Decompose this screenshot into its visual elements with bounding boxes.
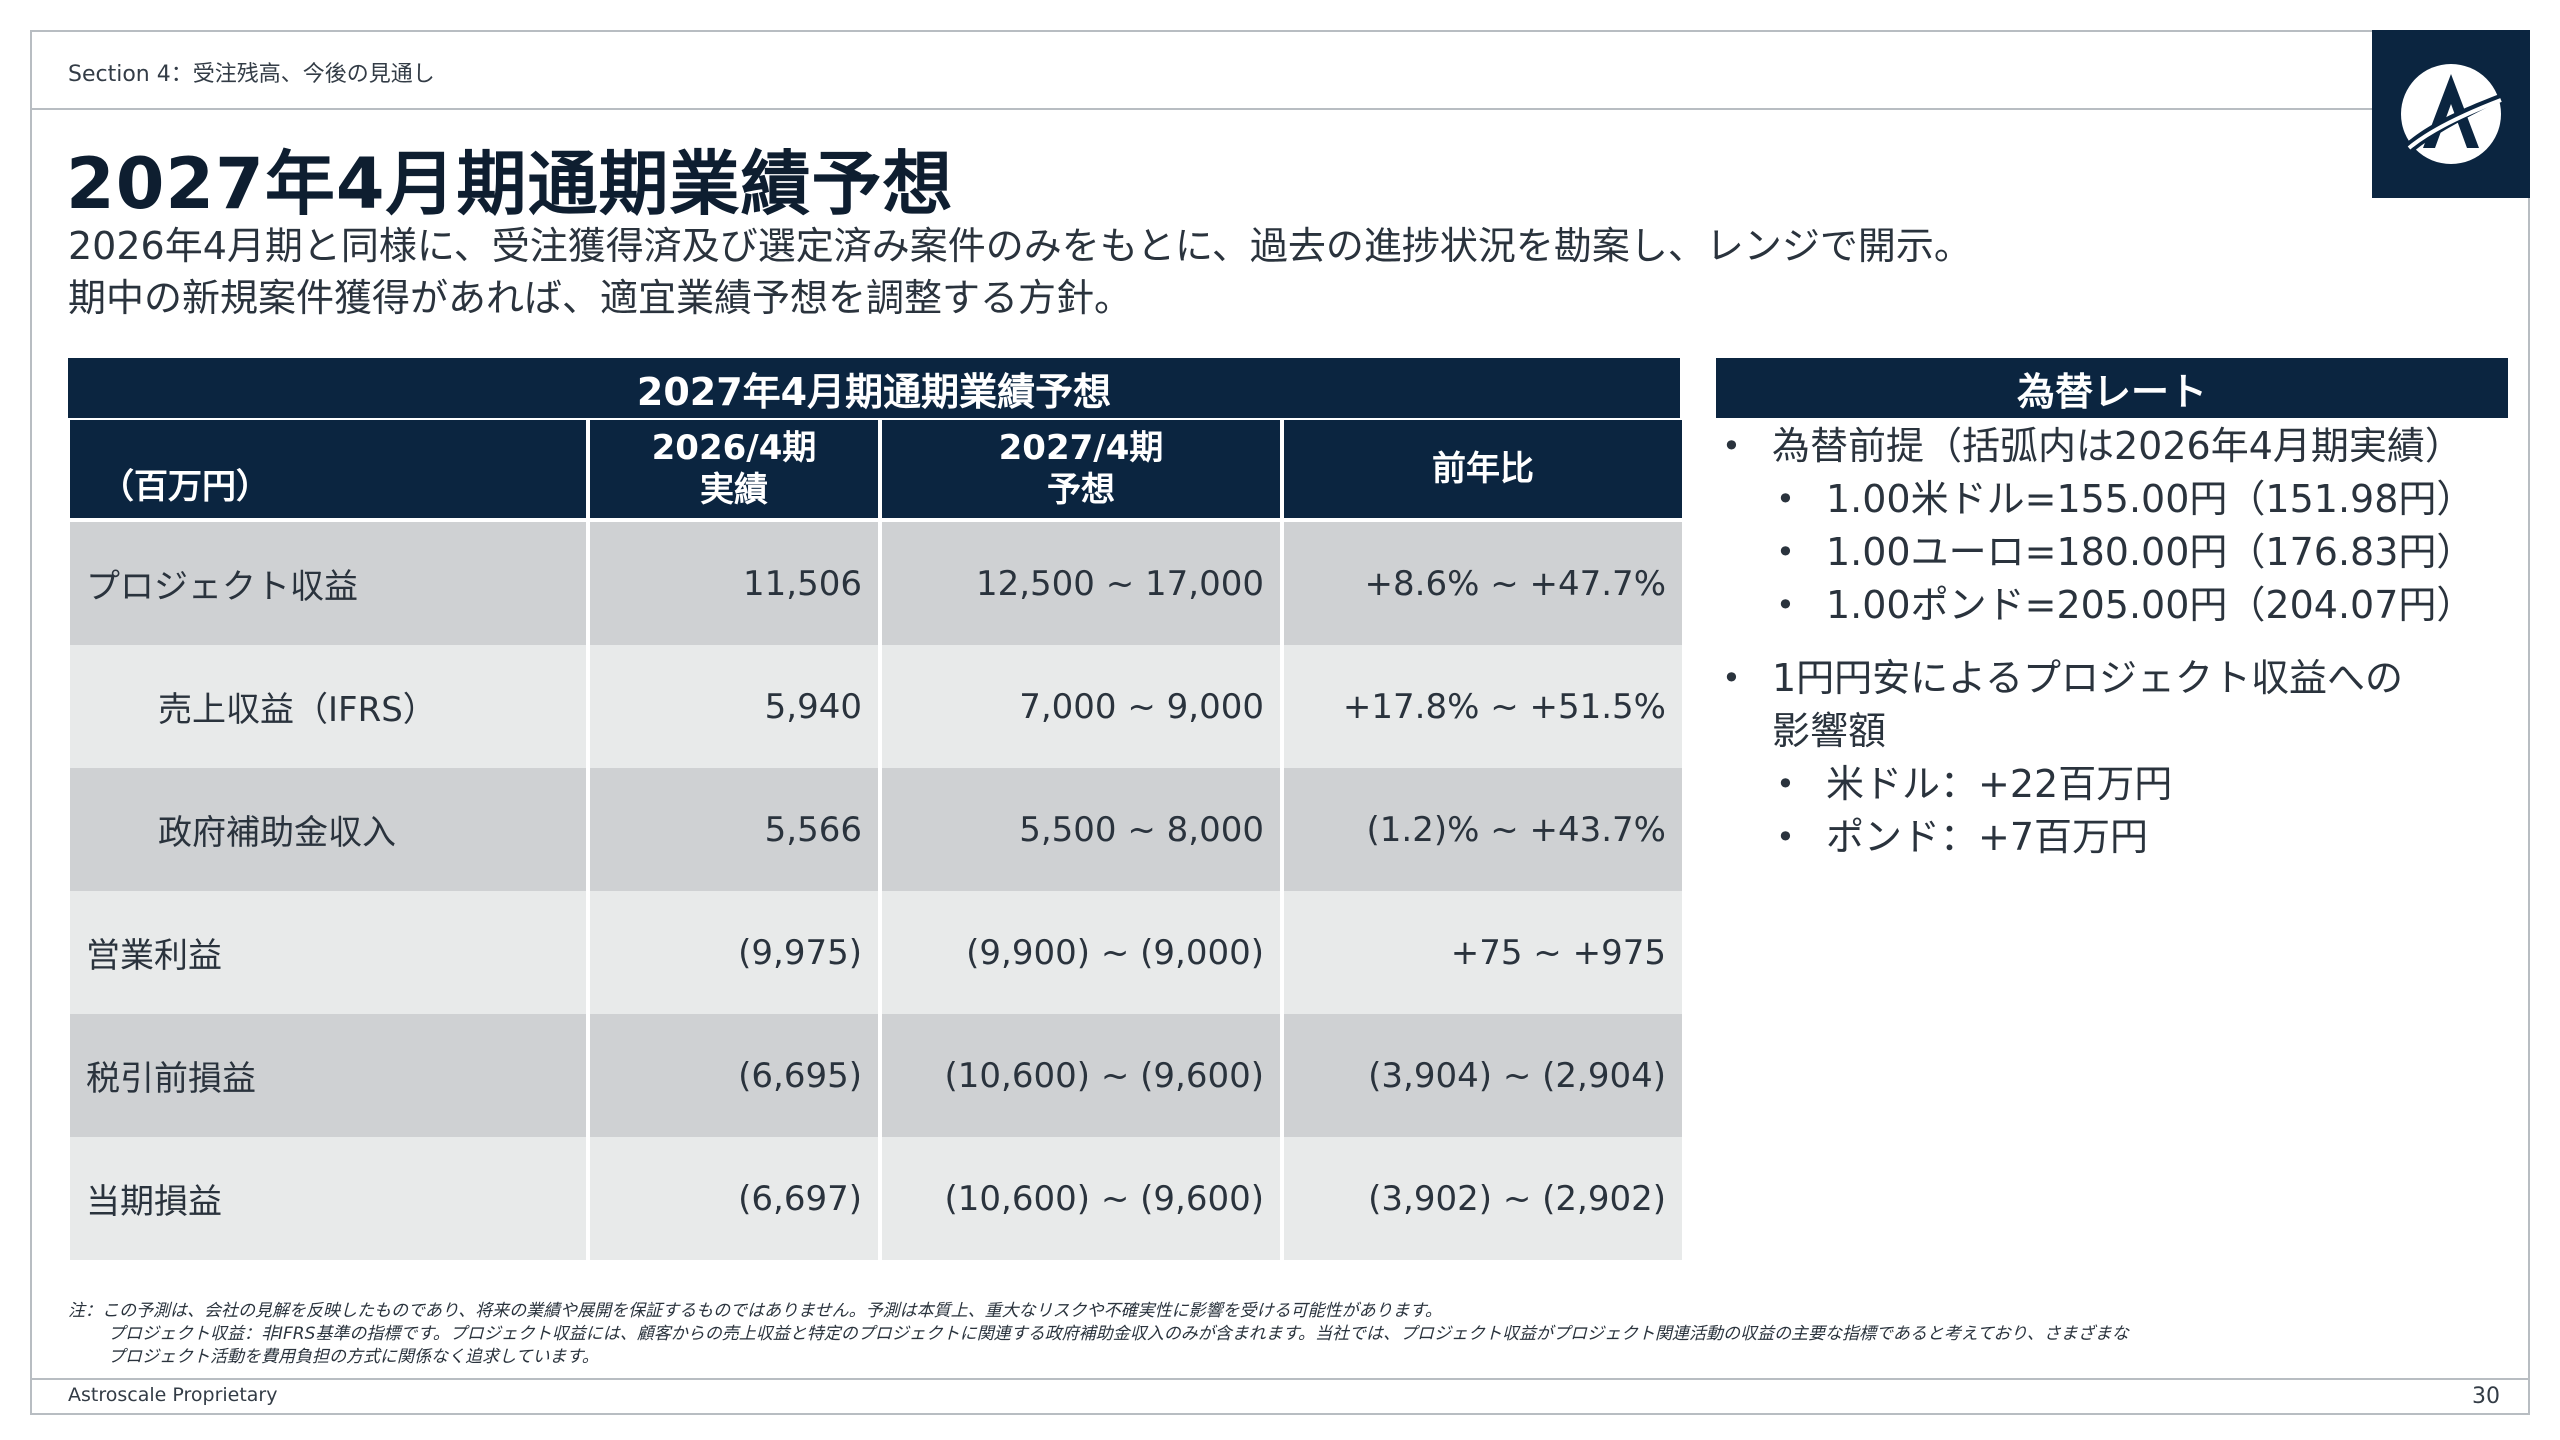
forecast-table-title: 2027年4月期通期業績予想 xyxy=(68,358,1680,418)
row-actual: 5,940 xyxy=(590,645,878,768)
row-actual: 11,506 xyxy=(590,522,878,645)
fx-spacer xyxy=(1716,632,2516,652)
footnote-line: プロジェクト活動を費用負担の方式に関係なく追求しています。 xyxy=(108,1347,599,1367)
unit-header: （百万円） xyxy=(70,420,586,522)
yoy-header: 前年比 xyxy=(1284,420,1682,522)
row-yoy: +75 ~ +975 xyxy=(1284,891,1682,1014)
company-logo xyxy=(2372,30,2530,198)
fx-impact-gbp: ポンド：+7百万円 xyxy=(1716,811,2516,864)
row-forecast: 7,000 ~ 9,000 xyxy=(882,645,1280,768)
fx-impact-usd: 米ドル：+22百万円 xyxy=(1716,758,2516,811)
row-label: 政府補助金収入 xyxy=(70,768,586,891)
page-subtitle: 2026年4月期と同様に、受注獲得済及び選定済み案件のみをもとに、過去の進捗状況… xyxy=(68,220,1972,324)
astroscale-logo-icon xyxy=(2401,64,2507,164)
actual-header-line-2: 実績 xyxy=(700,470,768,510)
row-yoy: (3,902) ~ (2,902) xyxy=(1284,1137,1682,1260)
row-forecast: 12,500 ~ 17,000 xyxy=(882,522,1280,645)
table-row: 売上収益（IFRS） 5,940 7,000 ~ 9,000 +17.8% ~ … xyxy=(70,645,1682,768)
fx-rate-usd: 1.00米ドル=155.00円（151.98円） xyxy=(1716,473,2516,526)
row-actual: 5,566 xyxy=(590,768,878,891)
footnotes: 注：この予測は、会社の見解を反映したものであり、将来の業績や展開を保証するもので… xyxy=(68,1300,2129,1369)
forecast-table: （百万円） 2026/4期 実績 2027/4期 予想 前年比 プロジェクト収益… xyxy=(66,420,1686,1260)
row-yoy: +17.8% ~ +51.5% xyxy=(1284,645,1682,768)
row-forecast: 5,500 ~ 8,000 xyxy=(882,768,1280,891)
actual-header-line-1: 2026/4期 xyxy=(651,428,817,468)
actual-header: 2026/4期 実績 xyxy=(590,420,878,522)
forecast-header-line-2: 予想 xyxy=(1047,470,1115,510)
footnote-line: 注：この予測は、会社の見解を反映したものであり、将来の業績や展開を保証するもので… xyxy=(68,1301,1442,1321)
forecast-header-line-1: 2027/4期 xyxy=(998,428,1164,468)
page-number: 30 xyxy=(2472,1384,2500,1409)
subtitle-line-1: 2026年4月期と同様に、受注獲得済及び選定済み案件のみをもとに、過去の進捗状況… xyxy=(68,224,1972,268)
row-label: 税引前損益 xyxy=(70,1014,586,1137)
footer-company: Astroscale Proprietary xyxy=(68,1384,278,1406)
row-actual: (6,697) xyxy=(590,1137,878,1260)
row-yoy: (3,904) ~ (2,904) xyxy=(1284,1014,1682,1137)
row-actual: (6,695) xyxy=(590,1014,878,1137)
forecast-header: 2027/4期 予想 xyxy=(882,420,1280,522)
fx-impact-title: 1円円安によるプロジェクト収益への 影響額 xyxy=(1716,652,2516,758)
row-forecast: (9,900) ~ (9,000) xyxy=(882,891,1280,1014)
footer-divider xyxy=(30,1378,2530,1380)
fx-impact-title-line-2: 影響額 xyxy=(1772,709,1887,753)
row-forecast: (10,600) ~ (9,600) xyxy=(882,1014,1280,1137)
table-row: 税引前損益 (6,695) (10,600) ~ (9,600) (3,904)… xyxy=(70,1014,1682,1137)
table-row: 政府補助金収入 5,566 5,500 ~ 8,000 (1.2)% ~ +43… xyxy=(70,768,1682,891)
fx-premise: 為替前提（括弧内は2026年4月期実績） xyxy=(1716,420,2516,473)
row-forecast: (10,600) ~ (9,600) xyxy=(882,1137,1280,1260)
page-title: 2027年4月期通期業績予想 xyxy=(66,143,954,225)
row-yoy: +8.6% ~ +47.7% xyxy=(1284,522,1682,645)
row-label: プロジェクト収益 xyxy=(70,522,586,645)
fx-impact-title-line-1: 1円円安によるプロジェクト収益への xyxy=(1772,656,2404,700)
fx-rate-title: 為替レート xyxy=(1716,358,2508,418)
row-actual: (9,975) xyxy=(590,891,878,1014)
fx-rate-eur: 1.00ユーロ=180.00円（176.83円） xyxy=(1716,526,2516,579)
fx-rate-gbp: 1.00ポンド=205.00円（204.07円） xyxy=(1716,579,2516,632)
row-label: 売上収益（IFRS） xyxy=(70,645,586,768)
header-divider xyxy=(30,108,2372,110)
subtitle-line-2: 期中の新規案件獲得があれば、適宜業績予想を調整する方針。 xyxy=(68,276,1133,320)
slide-frame xyxy=(30,30,2530,1415)
table-row: 営業利益 (9,975) (9,900) ~ (9,000) +75 ~ +97… xyxy=(70,891,1682,1014)
row-label: 当期損益 xyxy=(70,1137,586,1260)
footnote-line: プロジェクト収益：非IFRS基準の指標です。プロジェクト収益には、顧客からの売上… xyxy=(108,1324,2129,1344)
section-label: Section 4：受注残高、今後の見通し xyxy=(68,62,435,87)
table-row: プロジェクト収益 11,506 12,500 ~ 17,000 +8.6% ~ … xyxy=(70,522,1682,645)
row-yoy: (1.2)% ~ +43.7% xyxy=(1284,768,1682,891)
row-label: 営業利益 xyxy=(70,891,586,1014)
table-row: 当期損益 (6,697) (10,600) ~ (9,600) (3,902) … xyxy=(70,1137,1682,1260)
fx-rate-list: 為替前提（括弧内は2026年4月期実績） 1.00米ドル=155.00円（151… xyxy=(1716,420,2516,864)
